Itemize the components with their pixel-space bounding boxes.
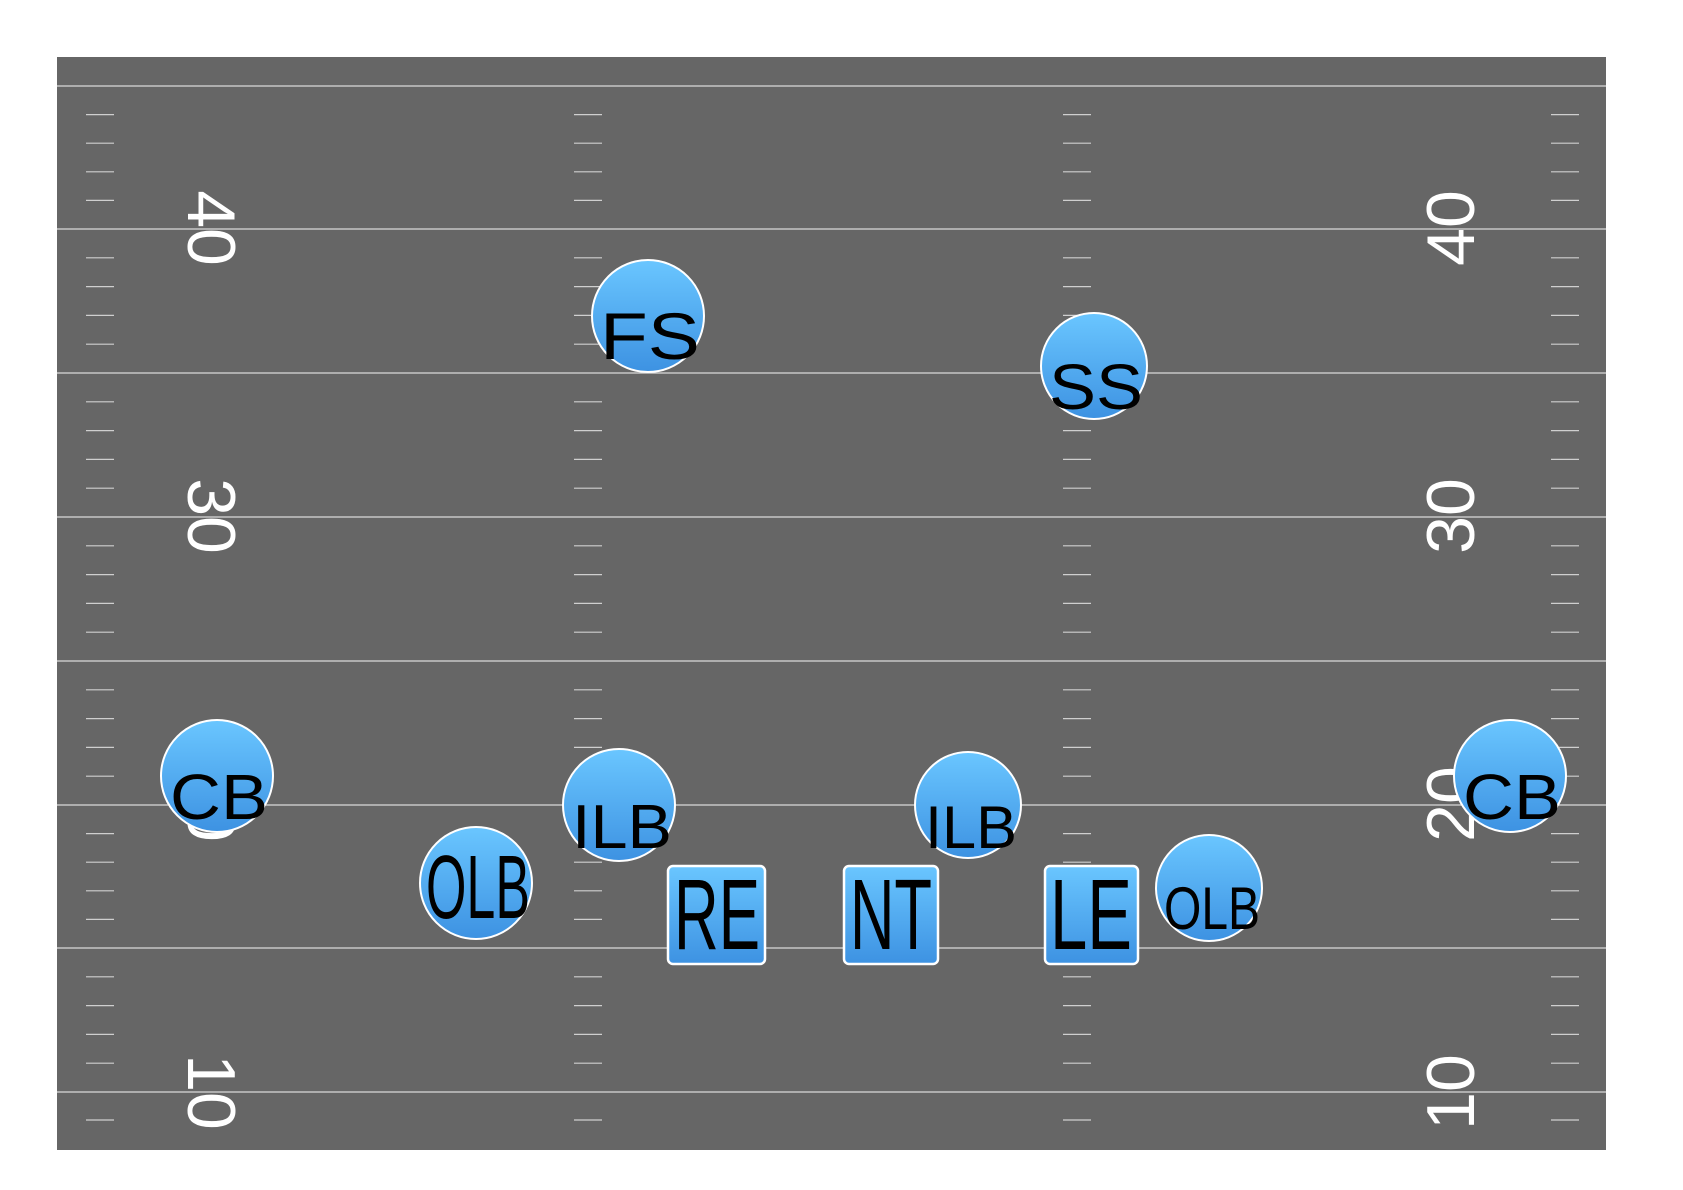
yard-number-left-10: 10 [173,1054,249,1130]
yard-lines [57,85,1606,1093]
player-ilb-left-label: ILB [572,793,672,862]
player-olb-left-label: OLB [426,838,530,938]
turf [57,57,1606,1150]
player-re-marker [666,864,767,966]
player-fs: FS [591,259,705,373]
player-le-label: LE [1050,859,1132,971]
player-nt-marker [842,864,940,966]
player-olb-right-label: OLB [1164,875,1260,942]
player-ss-marker [1040,312,1148,420]
player-cb-left-label: CB [170,761,268,833]
yard-number-right-40: 40 [1413,190,1489,266]
player-re-label: RE [674,859,760,971]
yard-number-right-10: 10 [1413,1054,1489,1130]
player-ilb-right-label: ILB [925,794,1017,861]
player-le: LE [1043,859,1140,971]
player-cb-left-marker [160,719,274,833]
player-ilb-right-marker [914,751,1022,859]
player-cb-right-marker [1453,719,1567,833]
players: FS SS CB CB ILB ILB OLB OLB [160,259,1567,971]
player-fs-label: FS [600,299,700,373]
player-ilb-left: ILB [562,748,676,862]
yard-number-right-30: 30 [1413,478,1489,554]
player-olb-right-marker [1155,834,1263,942]
player-ss-label: SS [1049,351,1143,423]
player-ilb-left-marker [562,748,676,862]
player-olb-left: OLB [419,826,533,940]
player-nt: NT [842,859,940,971]
player-cb-right: CB [1453,719,1567,833]
yard-numbers-right: 40 30 20 10 [1413,190,1489,1130]
player-cb-right-label: CB [1463,761,1561,833]
player-re: RE [666,859,767,971]
player-olb-right: OLB [1155,834,1263,942]
player-cb-left: CB [160,719,274,833]
player-le-marker [1043,864,1140,966]
player-ss: SS [1040,312,1148,423]
yard-number-left-40: 40 [173,190,249,266]
player-nt-label: NT [850,859,932,971]
player-fs-marker [591,259,705,373]
yard-number-left-30: 30 [173,478,249,554]
player-olb-left-marker [419,826,533,940]
player-ilb-right: ILB [914,751,1022,861]
